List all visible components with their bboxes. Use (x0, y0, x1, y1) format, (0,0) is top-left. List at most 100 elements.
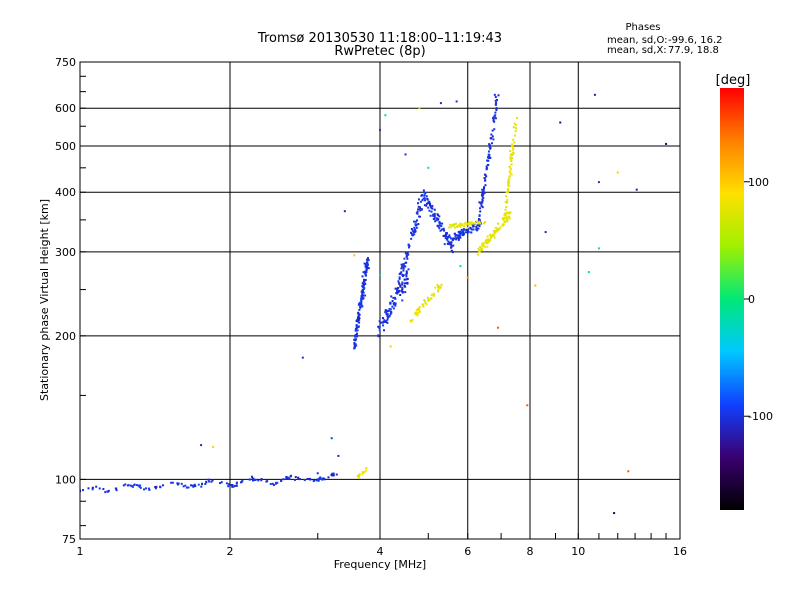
x-mode-point (486, 242, 489, 245)
o-mode-point (483, 186, 486, 189)
x-mode-point (478, 220, 481, 223)
o-mode-point (486, 163, 489, 166)
x-mode-point (467, 222, 470, 225)
o-mode-point (435, 219, 438, 222)
x-mode-point (490, 235, 493, 238)
o-mode-point (389, 313, 392, 316)
o-mode-point (423, 191, 426, 194)
x-mode-point (428, 298, 431, 301)
x-mode-point (427, 296, 430, 299)
o-mode-point (397, 291, 400, 294)
phase-stats-x-label: mean, sd,X: (607, 45, 667, 56)
o-mode-point (494, 117, 497, 120)
x-mode-point (447, 226, 450, 229)
o-mode-point (405, 255, 408, 258)
o-mode-point (122, 484, 125, 487)
x-mode-point (365, 467, 368, 470)
x-mode-point (430, 293, 433, 296)
o-mode-point (404, 252, 407, 255)
o-mode-point (401, 299, 404, 302)
o-mode-point (481, 206, 484, 209)
x-mode-point (511, 157, 514, 160)
o-mode-point (485, 167, 488, 170)
x-mode-point (459, 222, 462, 225)
o-mode-point (91, 486, 94, 489)
o-mode-point (385, 313, 388, 316)
x-mode-point (479, 222, 482, 225)
x-mode-point (509, 158, 512, 161)
o-mode-point (476, 224, 479, 227)
o-mode-point (138, 485, 141, 488)
o-mode-point (254, 478, 257, 481)
x-mode-point (509, 167, 512, 170)
o-mode-point (414, 230, 417, 233)
o-mode-point (357, 316, 360, 319)
o-mode-point (397, 282, 400, 285)
o-mode-point (383, 319, 386, 322)
outlier-point (635, 188, 638, 191)
o-mode-point (424, 199, 427, 202)
x-mode-point (509, 157, 512, 160)
x-mode-point (485, 238, 488, 241)
o-mode-point (360, 295, 363, 298)
o-mode-point (360, 297, 363, 300)
o-mode-point (365, 265, 368, 268)
o-mode-point (332, 474, 335, 477)
o-mode-point (365, 271, 368, 274)
o-mode-point (191, 484, 194, 487)
o-mode-point (107, 489, 110, 492)
x-mode-point (450, 224, 453, 227)
x-mode-point (476, 221, 479, 224)
o-mode-point (364, 294, 367, 297)
o-mode-point (424, 192, 427, 195)
x-mode-point (458, 224, 461, 227)
o-mode-point (331, 474, 334, 477)
o-mode-point (335, 473, 338, 476)
o-mode-point (470, 231, 473, 234)
o-mode-point (361, 285, 364, 288)
o-mode-point (453, 237, 456, 240)
o-mode-point (417, 205, 420, 208)
o-mode-point (451, 251, 454, 254)
o-mode-point (220, 481, 223, 484)
x-mode-point (414, 312, 417, 315)
o-mode-point (450, 246, 453, 249)
o-mode-point (148, 488, 151, 491)
o-mode-point (466, 231, 469, 234)
o-mode-point (383, 320, 386, 323)
o-mode-point (491, 129, 494, 132)
o-mode-point (147, 487, 150, 490)
o-mode-point (358, 317, 361, 320)
o-mode-point (208, 480, 211, 483)
o-mode-point (361, 297, 364, 300)
o-mode-point (457, 237, 460, 240)
o-mode-point (383, 329, 386, 332)
o-mode-point (382, 320, 385, 323)
x-mode-point (357, 475, 360, 478)
o-mode-point (127, 484, 130, 487)
x-mode-point (501, 217, 504, 220)
x-mode-point (482, 222, 485, 225)
o-mode-point (137, 484, 140, 487)
o-mode-point (400, 267, 403, 270)
o-mode-point (482, 190, 485, 193)
o-mode-point (417, 223, 420, 226)
o-mode-point (248, 478, 251, 481)
x-mode-point (481, 243, 484, 246)
o-mode-point (363, 270, 366, 273)
o-mode-point (394, 304, 397, 307)
o-mode-point (392, 296, 395, 299)
x-mode-point (484, 240, 487, 243)
o-mode-point (170, 481, 173, 484)
x-mode-point (453, 226, 456, 229)
o-mode-point (200, 485, 203, 488)
x-mode-point (510, 159, 513, 162)
o-mode-point (494, 114, 497, 117)
y-axis-label: Stationary phase Virtual Height [km] (38, 199, 51, 401)
o-mode-point (354, 334, 357, 337)
x-mode-point (514, 134, 517, 137)
o-mode-point (355, 344, 358, 347)
outlier-point (459, 265, 462, 268)
o-mode-point (405, 275, 408, 278)
x-mode-point (511, 152, 514, 155)
